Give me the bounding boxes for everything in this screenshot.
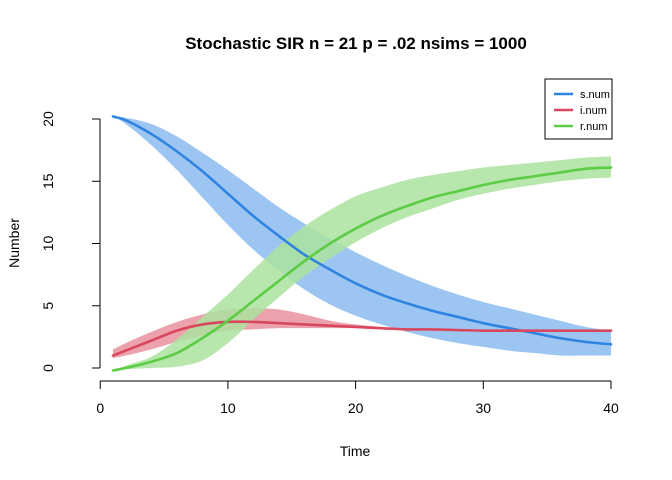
x-tick-label: 40 — [603, 400, 619, 416]
legend-label: i.num — [580, 105, 607, 117]
legend: s.num i.num r.num — [544, 78, 613, 140]
line-i-num — [111, 320, 613, 357]
chart-title: Stochastic SIR n = 21 p = .02 nsims = 10… — [185, 34, 527, 53]
x-tick-label: 20 — [348, 400, 364, 416]
x-tick-label: 0 — [96, 400, 104, 416]
y-tick-label: 10 — [40, 236, 56, 252]
y-tick-label: 15 — [40, 173, 56, 189]
legend-label: r.num — [580, 121, 608, 133]
x-axis-title: Time — [340, 443, 371, 459]
x-tick-label: 30 — [476, 400, 492, 416]
line-r-num — [111, 166, 613, 372]
axes: 0 10 20 30 40 0 5 10 15 20 — [40, 111, 619, 416]
x-tick-label: 10 — [220, 400, 236, 416]
series-lines — [111, 115, 613, 372]
y-tick-label: 0 — [40, 364, 56, 372]
y-axis-title: Number — [6, 218, 22, 268]
band-r-num — [113, 156, 611, 371]
legend-label: s.num — [580, 89, 610, 101]
y-tick-label: 5 — [40, 302, 56, 310]
y-tick-label: 20 — [40, 111, 56, 127]
